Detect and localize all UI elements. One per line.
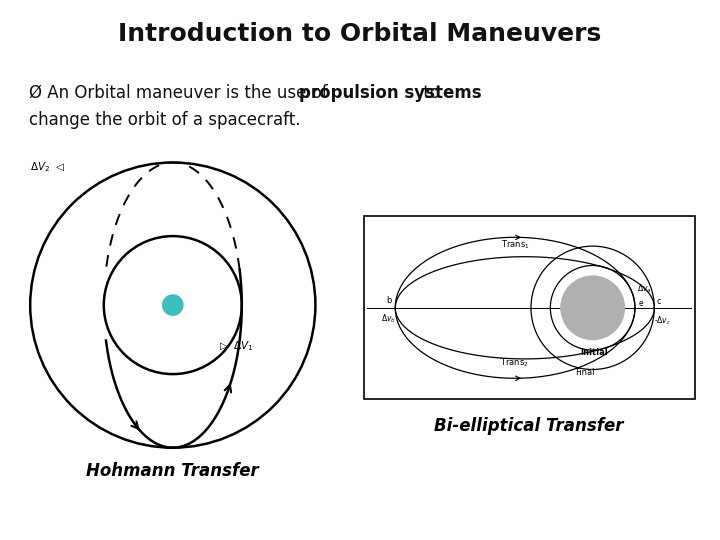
Circle shape <box>163 295 183 315</box>
Text: Trans$_2$: Trans$_2$ <box>500 357 528 369</box>
Text: Ø An Orbital maneuver is the use of: Ø An Orbital maneuver is the use of <box>29 84 333 102</box>
Text: b: b <box>387 295 392 305</box>
Text: $\Delta v_b$: $\Delta v_b$ <box>381 313 396 326</box>
Text: Hohmann Transfer: Hohmann Transfer <box>86 462 259 480</box>
Text: e: e <box>639 299 643 308</box>
Text: $\Delta v_a$: $\Delta v_a$ <box>636 283 652 295</box>
Text: to: to <box>418 84 439 102</box>
Text: $\triangleright$  $\Delta V_1$: $\triangleright$ $\Delta V_1$ <box>219 340 253 353</box>
Text: Introduction to Orbital Maneuvers: Introduction to Orbital Maneuvers <box>118 22 602 45</box>
Text: propulsion systems: propulsion systems <box>299 84 482 102</box>
Text: Bi-elliptical Transfer: Bi-elliptical Transfer <box>434 417 624 435</box>
Text: Final: Final <box>575 368 595 377</box>
Circle shape <box>561 276 624 340</box>
Text: -$\Delta v_c$: -$\Delta v_c$ <box>654 315 672 327</box>
Text: $\Delta V_2$  $\triangleleft$: $\Delta V_2$ $\triangleleft$ <box>30 160 66 174</box>
Text: Trans$_1$: Trans$_1$ <box>501 239 529 252</box>
Text: c: c <box>656 296 661 306</box>
Text: Initial: Initial <box>580 348 608 357</box>
Text: change the orbit of a spacecraft.: change the orbit of a spacecraft. <box>29 111 300 129</box>
